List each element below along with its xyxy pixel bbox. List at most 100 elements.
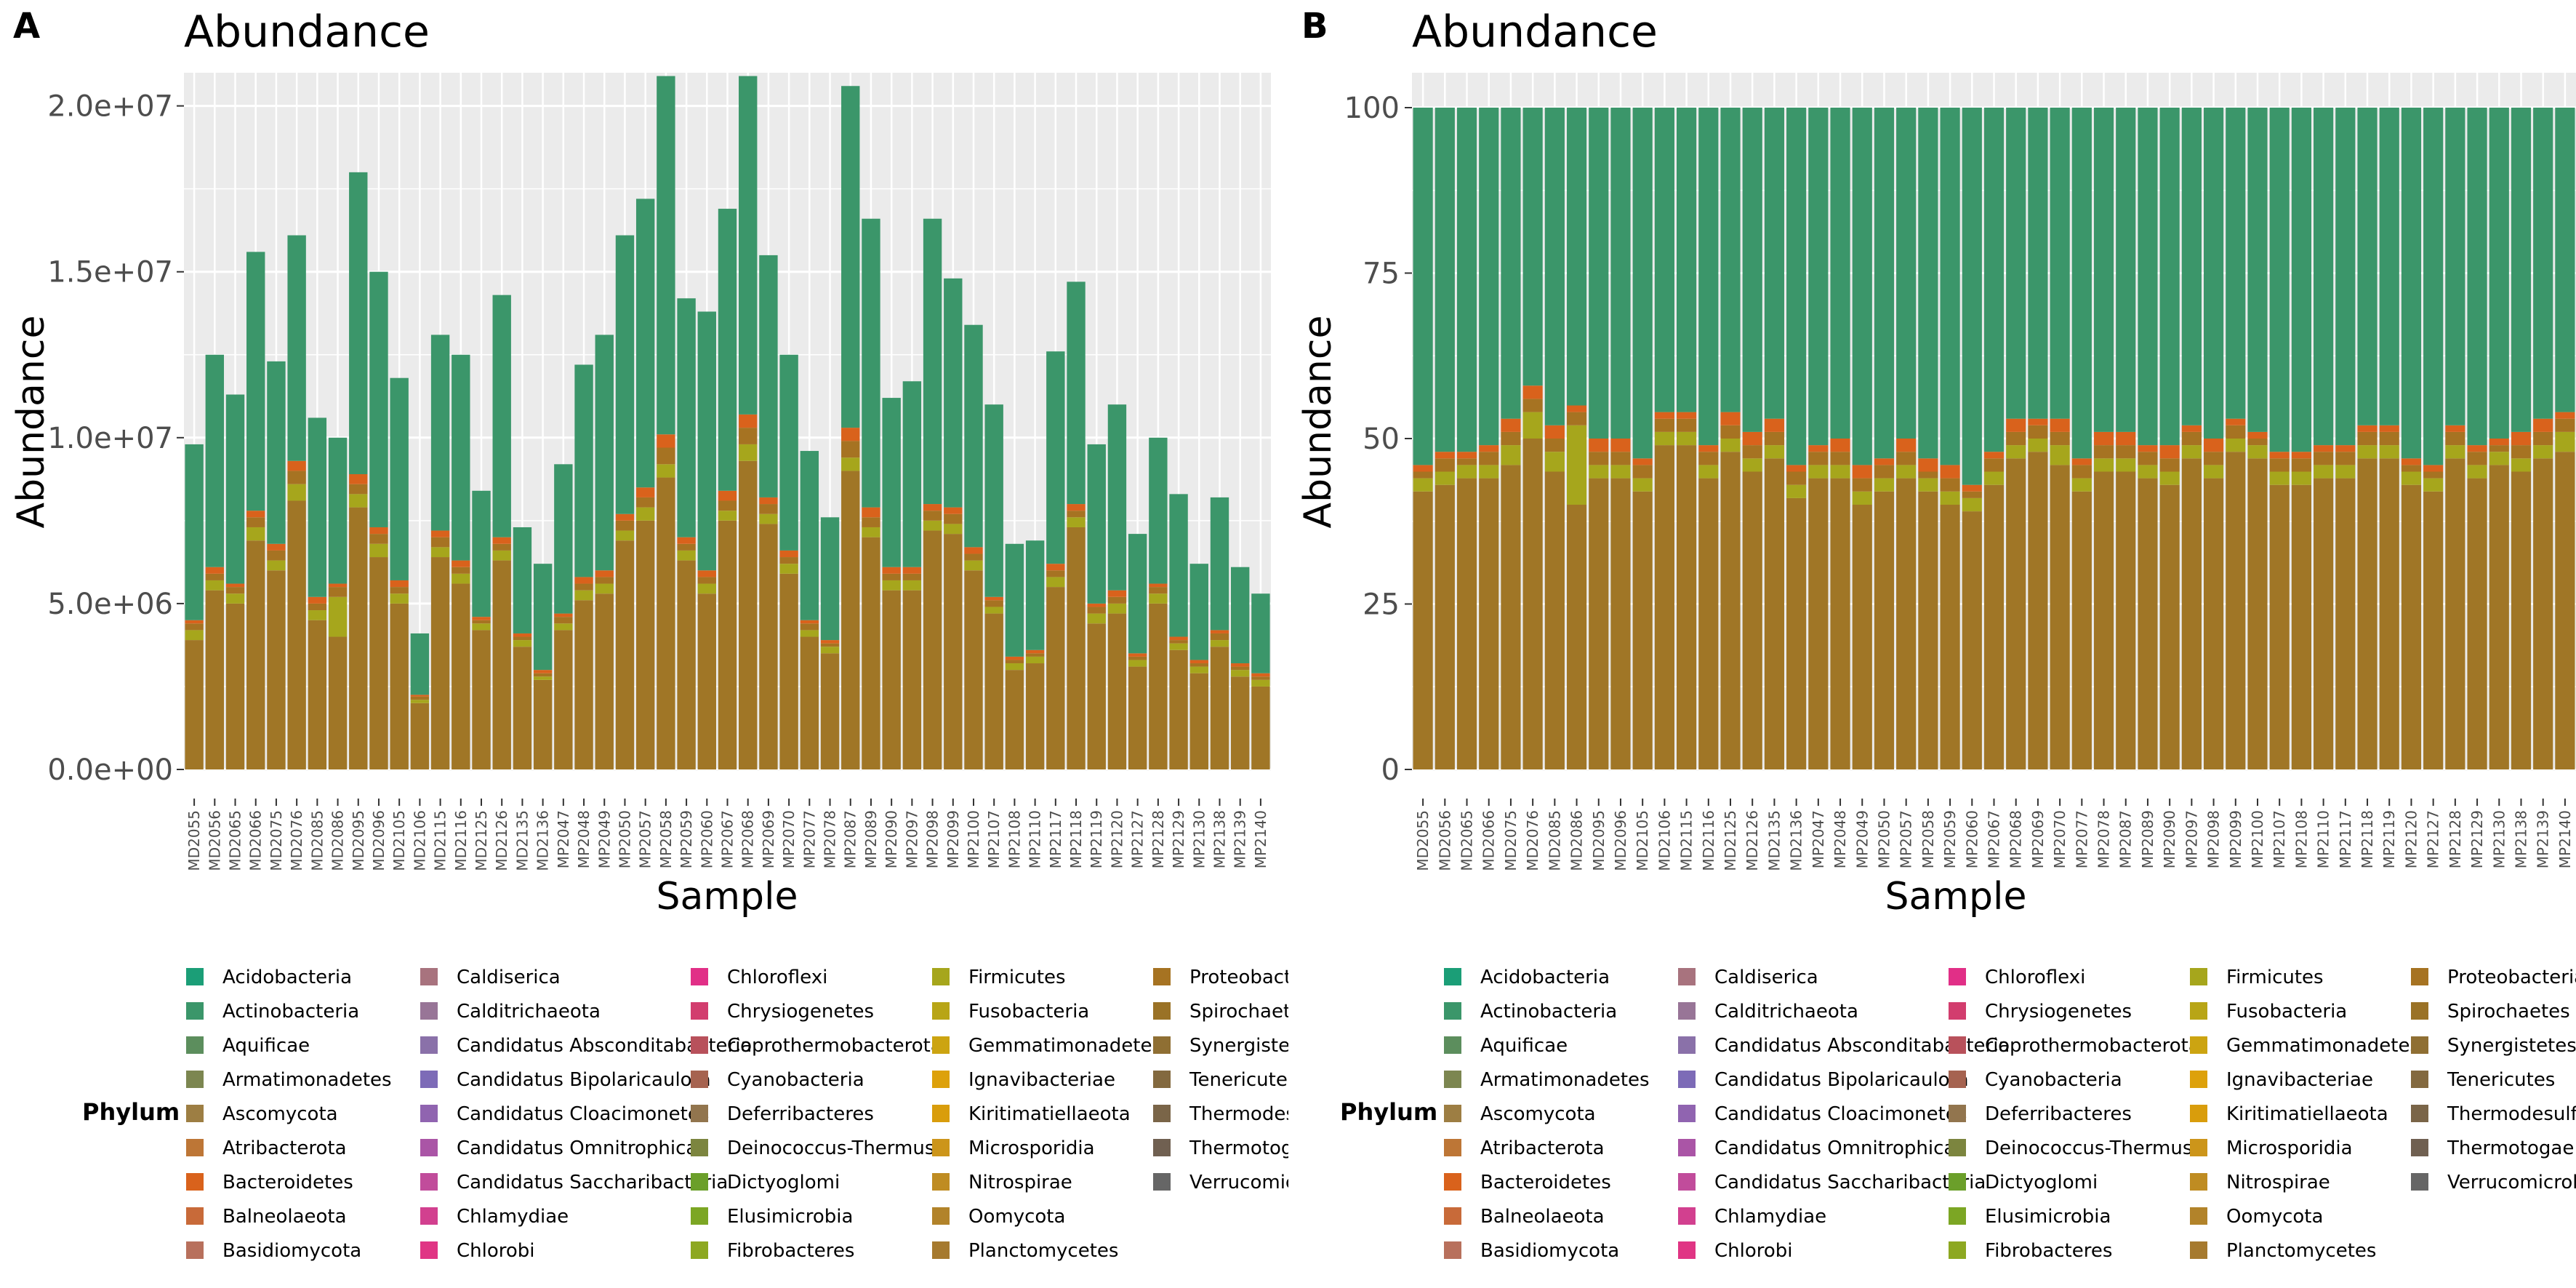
bar-segment-firmicutes bbox=[1169, 643, 1188, 650]
bar-segment-proteobacteria bbox=[1087, 607, 1106, 614]
bar-segment-ascomycota bbox=[369, 557, 388, 769]
bar-segment-bacteroidetes bbox=[452, 560, 470, 567]
legend-swatch bbox=[1678, 1071, 1696, 1088]
x-tick-label: MD2085 bbox=[1546, 810, 1563, 871]
bar-segment-ascomycota bbox=[657, 477, 675, 769]
x-tick-label: MP2117 bbox=[2337, 810, 2354, 868]
legend-label: Gemmatimonadetes bbox=[2226, 1035, 2420, 1057]
legend-swatch bbox=[2190, 1071, 2207, 1088]
bar-segment-ascomycota bbox=[615, 540, 635, 769]
bar-segment-bacteroidetes bbox=[225, 583, 245, 588]
bar-segment-bacteroidetes bbox=[2226, 418, 2246, 425]
bar-segment-ascomycota bbox=[862, 537, 880, 769]
legend-label: Dictyoglomi bbox=[1985, 1172, 2098, 1193]
bar-segment-bacteroidetes bbox=[1025, 649, 1045, 654]
bar-segment-proteobacteria bbox=[2093, 445, 2114, 459]
legend-swatch bbox=[691, 1173, 708, 1191]
panel-a-y-axis-title: Abundance bbox=[9, 316, 53, 529]
bar-segment-firmicutes bbox=[574, 590, 593, 601]
bar-segment-firmicutes bbox=[472, 623, 491, 631]
x-tick-label: MP2097 bbox=[2183, 810, 2200, 868]
legend-swatch bbox=[1678, 1173, 1696, 1191]
bar-segment-ascomycota bbox=[1808, 478, 1829, 769]
x-tick-label: MD2136 bbox=[534, 810, 552, 871]
bar-segment-ascomycota bbox=[1005, 670, 1024, 769]
bar-segment-actinobacteria bbox=[430, 335, 450, 531]
x-tick-label: MP2090 bbox=[883, 810, 900, 868]
x-tick-label: MP2119 bbox=[2380, 810, 2398, 868]
legend-label: Chlamydiae bbox=[1714, 1206, 1826, 1228]
bar-segment-firmicutes bbox=[1230, 670, 1250, 677]
legend-swatch bbox=[186, 1071, 204, 1088]
x-tick-label: MP2057 bbox=[1898, 810, 1915, 868]
bar-segment-actinobacteria bbox=[1251, 593, 1270, 673]
bar-segment-actinobacteria bbox=[1896, 108, 1917, 439]
bar-segment-firmicutes bbox=[1566, 425, 1587, 505]
bar-segment-proteobacteria bbox=[1210, 633, 1229, 641]
bar-segment-ascomycota bbox=[2226, 452, 2246, 769]
y-tick-label: 1.5e+07 bbox=[47, 256, 173, 289]
legend-label: Candidatus Cloacimonetes bbox=[1714, 1103, 1967, 1125]
bar-segment-actinobacteria bbox=[2423, 108, 2444, 465]
legend-label: Deferribacteres bbox=[1985, 1103, 2132, 1125]
bar-segment-actinobacteria bbox=[697, 311, 716, 571]
legend-label: Ascomycota bbox=[222, 1103, 338, 1125]
legend-swatch bbox=[1153, 1002, 1171, 1020]
bar-segment-bacteroidetes bbox=[513, 633, 532, 637]
bar-segment-firmicutes bbox=[902, 580, 922, 591]
legend-label: Candidatus Cloacimonetes bbox=[457, 1103, 709, 1125]
bar-segment-proteobacteria bbox=[2467, 452, 2487, 465]
legend-label: Firmicutes bbox=[2226, 967, 2324, 988]
bar-segment-proteobacteria bbox=[820, 643, 840, 647]
bar-segment-actinobacteria bbox=[2181, 108, 2202, 425]
bar-segment-actinobacteria bbox=[1435, 108, 1455, 452]
x-tick-label: MD2135 bbox=[1765, 810, 1783, 871]
bar-segment-proteobacteria bbox=[2050, 431, 2070, 446]
bar-segment-bacteroidetes bbox=[1896, 439, 1917, 452]
bar-segment-actinobacteria bbox=[1210, 497, 1229, 631]
x-tick-label: MP2099 bbox=[2227, 810, 2244, 868]
bar-segment-proteobacteria bbox=[574, 583, 593, 591]
bar-segment-firmicutes bbox=[2467, 465, 2487, 479]
bar-segment-proteobacteria bbox=[410, 696, 430, 700]
x-tick-label: MP2130 bbox=[2490, 810, 2508, 868]
bar-segment-actinobacteria bbox=[1918, 108, 1938, 459]
bar-segment-bacteroidetes bbox=[1413, 465, 1433, 472]
bar-segment-firmicutes bbox=[205, 580, 225, 591]
bar-segment-ascomycota bbox=[2379, 458, 2399, 769]
bar-segment-proteobacteria bbox=[1169, 640, 1188, 644]
bar-segment-proteobacteria bbox=[2314, 452, 2334, 465]
bar-segment-actinobacteria bbox=[1874, 108, 1895, 459]
legend-label: Balneolaeota bbox=[1480, 1206, 1605, 1228]
bar-segment-bacteroidetes bbox=[1435, 452, 1455, 459]
bar-segment-actinobacteria bbox=[308, 417, 327, 597]
bar-segment-proteobacteria bbox=[964, 553, 983, 561]
bar-segment-actinobacteria bbox=[1479, 108, 1499, 446]
legend-label: Bacteroidetes bbox=[1480, 1172, 1611, 1193]
legend-label: Calditrichaeota bbox=[457, 1001, 601, 1023]
legend-swatch bbox=[932, 1036, 950, 1054]
bar-segment-actinobacteria bbox=[1566, 108, 1587, 406]
bar-segment-bacteroidetes bbox=[923, 504, 942, 511]
bar-segment-proteobacteria bbox=[1067, 511, 1086, 518]
bar-segment-firmicutes bbox=[2533, 445, 2553, 459]
bar-segment-proteobacteria bbox=[635, 497, 655, 508]
legend-swatch bbox=[1444, 1105, 1461, 1122]
bar-segment-ascomycota bbox=[984, 613, 1003, 769]
x-tick-label: MD2096 bbox=[1612, 810, 1629, 871]
bar-segment-ascomycota bbox=[964, 570, 983, 769]
bar-segment-actinobacteria bbox=[1852, 108, 1872, 465]
bar-segment-ascomycota bbox=[1522, 439, 1543, 769]
bar-segment-actinobacteria bbox=[1189, 564, 1208, 660]
legend-swatch bbox=[1678, 1139, 1696, 1156]
legend-swatch bbox=[1949, 1071, 1966, 1088]
legend-swatch bbox=[1949, 1139, 1966, 1156]
bar-segment-ascomycota bbox=[2181, 458, 2202, 769]
x-tick-label: MP2067 bbox=[1986, 810, 2003, 868]
legend-label: Microsporidia bbox=[2226, 1137, 2353, 1159]
bar-segment-bacteroidetes bbox=[246, 511, 265, 518]
bar-segment-actinobacteria bbox=[1610, 108, 1631, 439]
legend-label: Actinobacteria bbox=[1480, 1001, 1617, 1023]
x-tick-label: MP2068 bbox=[2007, 810, 2025, 868]
panel-b-bars bbox=[1413, 108, 2575, 769]
